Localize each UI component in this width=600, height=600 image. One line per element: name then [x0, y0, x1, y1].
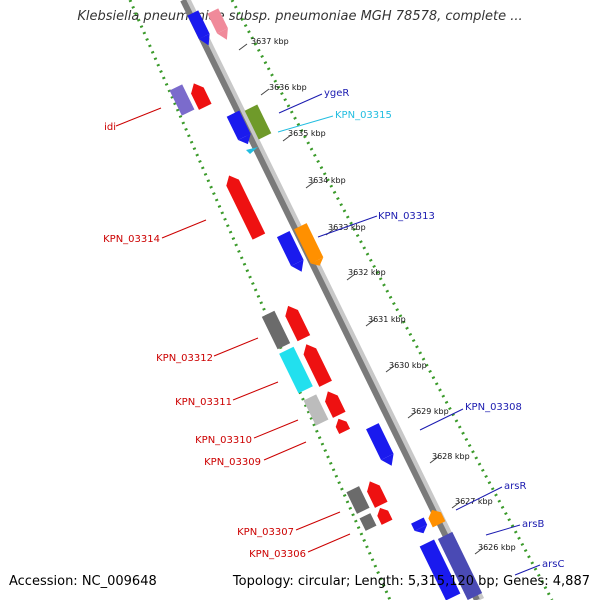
gene-arrow — [244, 104, 272, 140]
gene-arrow — [294, 223, 324, 266]
gene-arrow — [226, 110, 251, 145]
gene-arrow — [169, 84, 195, 116]
gene-label[interactable]: idi — [104, 122, 116, 133]
inner-dotted-track — [230, 0, 554, 600]
backbone — [180, 0, 480, 600]
gene-label[interactable]: arsB — [522, 519, 544, 530]
gene-arrow — [377, 507, 393, 525]
tick-label: 3628 kbp — [432, 452, 470, 461]
gene-label[interactable]: KPN_03310 — [195, 435, 252, 446]
gene-arrow — [303, 344, 332, 387]
gene-arrows — [169, 8, 483, 600]
gene-arrow — [366, 423, 394, 466]
gene-arrow — [276, 230, 304, 272]
right-gene-labels: ygeR KPN_03315 KPN_03313 KPN_03308 arsR … — [324, 88, 564, 570]
gene-label[interactable]: KPN_03315 — [335, 110, 392, 121]
gene-arrow — [191, 83, 212, 110]
gene-arrow — [428, 509, 446, 528]
gene-arrow — [207, 8, 228, 40]
right-leader-lines — [277, 93, 541, 576]
tick-marks — [238, 43, 484, 555]
gene-arrow — [261, 310, 291, 350]
gene-arrow — [279, 346, 313, 394]
gene-label[interactable]: KPN_03313 — [378, 211, 435, 222]
gene-arrow — [346, 486, 370, 514]
gene-label[interactable]: arsC — [542, 559, 564, 570]
gene-arrow — [437, 531, 483, 600]
gene-arrow — [325, 391, 346, 418]
accession-text: Accession: NC_009648 — [9, 574, 157, 589]
gene-arrow — [226, 175, 266, 240]
left-gene-labels: idi KPN_03314 KPN_03312 KPN_03311 KPN_03… — [103, 122, 306, 560]
genome-summary: Topology: circular; Length: 5,315,120 bp… — [232, 574, 590, 589]
tick-label: 3626 kbp — [478, 543, 516, 552]
tick-label: 3631 kbp — [368, 315, 406, 324]
gene-arrow — [367, 481, 388, 508]
gene-arrow — [411, 517, 428, 534]
gene-label[interactable]: arsR — [504, 481, 526, 492]
tick-label: 3637 kbp — [251, 37, 289, 46]
gene-label[interactable]: KPN_03307 — [237, 527, 294, 538]
gene-label[interactable]: KPN_03312 — [156, 353, 213, 364]
outer-dotted-track — [128, 0, 392, 600]
tick-label: 3636 kbp — [269, 83, 307, 92]
tick-label: 3634 kbp — [308, 176, 346, 185]
tick-label: 3632 kbp — [348, 268, 386, 277]
gene-label[interactable]: KPN_03308 — [465, 402, 522, 413]
tick-label: 3629 kbp — [411, 407, 449, 416]
gene-arrow — [359, 513, 377, 531]
gene-label[interactable]: KPN_03306 — [249, 549, 306, 560]
gene-arrow — [187, 10, 210, 46]
gene-arrow — [419, 539, 461, 600]
tick-label: 3630 kbp — [389, 361, 427, 370]
tick-label: 3635 kbp — [288, 129, 326, 138]
left-leader-lines — [115, 107, 351, 553]
gene-arrow — [335, 418, 351, 435]
gene-arrow — [285, 305, 311, 342]
gene-label[interactable]: KPN_03311 — [175, 397, 232, 408]
gene-arrow — [303, 394, 329, 426]
gene-label[interactable]: KPN_03309 — [204, 457, 261, 468]
small-cyan-gene — [246, 147, 258, 154]
gene-label[interactable]: ygeR — [324, 88, 349, 99]
tick-label: 3633 kbp — [328, 223, 366, 232]
gene-label[interactable]: KPN_03314 — [103, 234, 160, 245]
